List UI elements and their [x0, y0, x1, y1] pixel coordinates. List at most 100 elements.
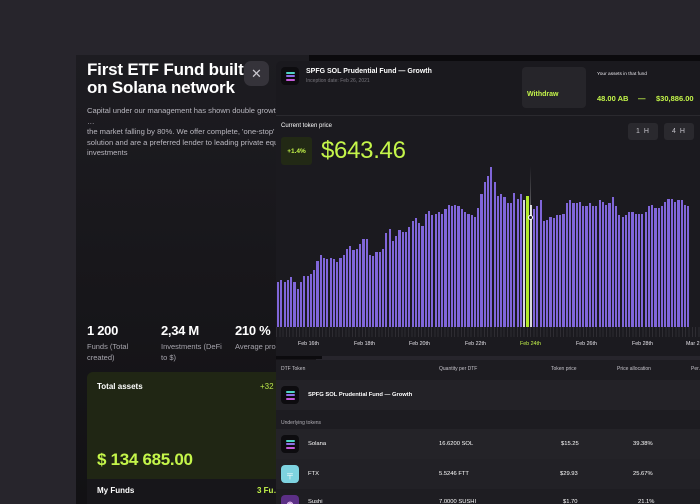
price-bar[interactable]	[277, 281, 280, 327]
price-bar[interactable]	[634, 213, 637, 327]
price-bar[interactable]	[431, 215, 434, 327]
timeframe-1h-button[interactable]: 1 H	[628, 123, 658, 140]
price-bar[interactable]	[345, 248, 349, 327]
price-bar[interactable]	[349, 245, 352, 327]
price-bar[interactable]	[487, 176, 490, 327]
price-bar[interactable]	[513, 192, 516, 327]
price-bar[interactable]	[608, 203, 611, 327]
price-bar[interactable]	[313, 269, 316, 327]
price-bar[interactable]	[418, 222, 421, 327]
price-bar[interactable]	[588, 203, 591, 327]
price-bar[interactable]	[687, 206, 690, 327]
price-bar[interactable]	[309, 274, 312, 327]
price-bar[interactable]	[365, 239, 368, 327]
price-bar[interactable]	[595, 206, 598, 327]
close-button[interactable]: ✕	[244, 61, 269, 86]
price-bar[interactable]	[421, 225, 424, 327]
price-bar[interactable]	[441, 213, 444, 327]
price-bar[interactable]	[562, 213, 565, 327]
price-bar[interactable]	[283, 281, 286, 327]
price-bar[interactable]	[496, 195, 500, 327]
price-bar[interactable]	[293, 281, 296, 327]
price-bar[interactable]	[457, 206, 460, 327]
price-bar[interactable]	[444, 209, 447, 327]
price-bar[interactable]	[388, 228, 391, 327]
price-bar[interactable]	[516, 198, 519, 327]
price-bar[interactable]	[306, 275, 309, 327]
price-bar[interactable]	[605, 204, 608, 327]
price-bar[interactable]	[329, 257, 332, 327]
price-bar[interactable]	[503, 197, 506, 327]
price-bar[interactable]	[670, 198, 673, 327]
price-bar[interactable]	[398, 230, 401, 327]
price-bar[interactable]	[378, 251, 381, 327]
horizontal-scrollbar[interactable]	[276, 356, 322, 359]
price-bar[interactable]	[375, 251, 378, 327]
price-bar[interactable]	[674, 201, 677, 327]
price-bar[interactable]	[647, 206, 650, 327]
price-bar[interactable]	[611, 197, 614, 327]
price-bar[interactable]	[628, 212, 631, 327]
fund-row[interactable]: SPFG SOL Prudential Fund — Growth	[276, 380, 700, 410]
price-bar[interactable]	[359, 243, 362, 327]
price-bar[interactable]	[385, 233, 388, 327]
price-bar[interactable]	[408, 227, 411, 327]
price-bar[interactable]	[434, 213, 437, 327]
price-bar[interactable]	[598, 200, 601, 327]
price-bar[interactable]	[404, 231, 408, 327]
price-bar[interactable]	[542, 221, 545, 327]
price-bar[interactable]	[546, 219, 549, 327]
price-bar[interactable]	[316, 260, 319, 327]
price-bar[interactable]	[565, 203, 568, 327]
price-bar[interactable]	[480, 194, 483, 327]
price-bar[interactable]	[641, 213, 644, 327]
table-row[interactable]: ╤ FTX 5.5246 FTT $29.93 25.67%	[276, 459, 700, 489]
price-bar[interactable]	[618, 215, 621, 327]
price-bar[interactable]	[582, 206, 585, 327]
price-bar[interactable]	[519, 194, 522, 327]
price-bar[interactable]	[569, 200, 572, 327]
price-bar[interactable]	[296, 289, 299, 327]
price-bar[interactable]	[473, 216, 477, 327]
price-bar[interactable]	[614, 206, 618, 327]
price-bar[interactable]	[467, 213, 470, 327]
price-bar[interactable]	[454, 204, 457, 327]
price-bar[interactable]	[575, 203, 578, 327]
price-bar[interactable]	[493, 182, 496, 327]
price-bar[interactable]	[657, 207, 660, 327]
price-bar[interactable]	[322, 257, 326, 327]
price-bar[interactable]	[631, 212, 634, 327]
price-bar[interactable]	[529, 204, 532, 327]
price-bar[interactable]	[644, 212, 647, 327]
price-bar[interactable]	[559, 215, 562, 327]
table-row[interactable]: Solana 16.6200 SOL $15.25 39.38%	[276, 429, 700, 459]
withdraw-button[interactable]: Withdraw	[522, 67, 586, 108]
price-bar[interactable]	[299, 281, 303, 327]
price-bar[interactable]	[637, 213, 641, 327]
price-bar[interactable]	[427, 210, 431, 327]
price-bar[interactable]	[526, 195, 529, 327]
price-bar[interactable]	[552, 218, 555, 327]
price-bar[interactable]	[332, 259, 335, 327]
price-bar[interactable]	[677, 200, 680, 327]
price-bar[interactable]	[352, 250, 355, 327]
price-bar[interactable]	[500, 194, 503, 327]
price-bar[interactable]	[319, 254, 322, 327]
price-bar[interactable]	[437, 212, 440, 327]
price-bar[interactable]	[401, 231, 404, 327]
price-bar[interactable]	[460, 209, 463, 327]
price-bar[interactable]	[523, 200, 526, 327]
price-bar[interactable]	[362, 239, 365, 327]
price-bar[interactable]	[624, 215, 627, 327]
price-bar[interactable]	[683, 204, 687, 327]
price-bar[interactable]	[290, 277, 293, 327]
price-bar[interactable]	[549, 216, 552, 327]
price-bar[interactable]	[411, 221, 414, 327]
price-bar[interactable]	[664, 201, 667, 327]
price-bar[interactable]	[424, 213, 427, 327]
price-bar[interactable]	[280, 280, 283, 327]
price-bar[interactable]	[286, 280, 290, 327]
price-bar[interactable]	[660, 206, 664, 327]
price-bar[interactable]	[536, 206, 539, 327]
price-bar[interactable]	[342, 254, 345, 327]
